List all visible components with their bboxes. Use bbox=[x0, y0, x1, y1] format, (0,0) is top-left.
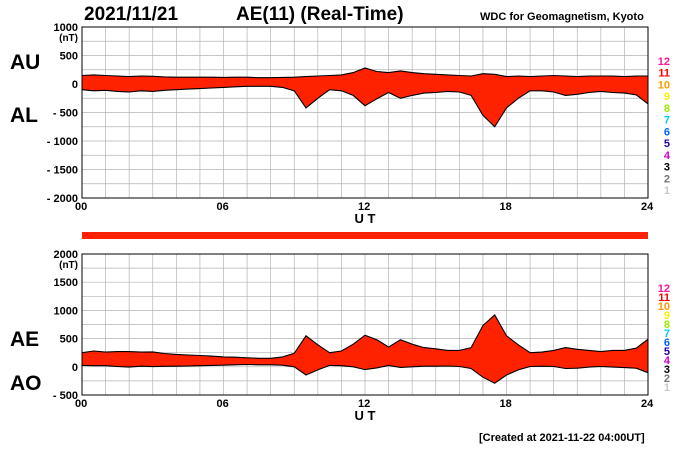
upper-y-tick-label: 1000 bbox=[54, 22, 78, 34]
upper-x-tick-label: 06 bbox=[217, 201, 229, 213]
series-line-al bbox=[81, 85, 649, 128]
station-count-label: 2 bbox=[664, 373, 670, 385]
lower-x-tick-label: 00 bbox=[75, 398, 87, 410]
lower-y-tick-label: 1000 bbox=[54, 305, 78, 317]
lower-x-tick-label: 06 bbox=[217, 398, 229, 410]
upper-plot-frame bbox=[81, 26, 649, 199]
station-count-label: 10 bbox=[658, 301, 670, 313]
upper-y-tick-label: - 1500 bbox=[47, 165, 78, 177]
upper-x-tick-label: 12 bbox=[358, 201, 370, 213]
upper-y-tick-label: - 500 bbox=[53, 108, 78, 120]
upper-y-tick-label: - 2000 bbox=[47, 193, 78, 205]
station-count-label: 12 bbox=[658, 283, 670, 295]
upper-x-axis-label: U T bbox=[355, 211, 376, 226]
station-count-label: 3 bbox=[664, 162, 670, 174]
station-count-label: 11 bbox=[658, 292, 670, 304]
index-title: AE(11) (Real-Time) bbox=[236, 4, 404, 25]
station-count-label: 11 bbox=[658, 68, 670, 80]
al-label: AL bbox=[10, 104, 38, 127]
lower-unit-label: (nT) bbox=[59, 260, 78, 271]
au-label: AU bbox=[10, 51, 41, 74]
created-timestamp: [Created at 2021-11-22 04:00UT] bbox=[479, 432, 645, 444]
data-availability-bar bbox=[82, 232, 648, 239]
lower-x-axis-label: U T bbox=[355, 408, 376, 423]
upper-x-tick-label: 18 bbox=[500, 201, 512, 213]
upper-x-tick-label: 24 bbox=[641, 201, 654, 213]
lower-x-tick-label: 24 bbox=[641, 398, 654, 410]
ao-label: AO bbox=[10, 372, 42, 395]
series-line-ae bbox=[81, 314, 649, 359]
lower-envelope-fill bbox=[82, 314, 648, 384]
lower-y-tick-label: 2000 bbox=[54, 249, 78, 261]
ae-label: AE bbox=[10, 328, 40, 351]
station-count-label: 10 bbox=[658, 79, 670, 91]
station-count-label: 4 bbox=[664, 355, 671, 367]
station-count-label: 6 bbox=[664, 126, 670, 138]
lower-y-tick-label: - 500 bbox=[53, 390, 78, 402]
station-count-label: 7 bbox=[664, 328, 670, 340]
station-count-label: 9 bbox=[664, 310, 670, 322]
lower-y-tick-label: 500 bbox=[60, 334, 78, 346]
station-count-label: 4 bbox=[664, 150, 671, 162]
station-count-label: 12 bbox=[658, 56, 670, 68]
credit-label: WDC for Geomagnetism, Kyoto bbox=[480, 11, 644, 23]
station-count-label: 5 bbox=[664, 138, 670, 150]
upper-x-tick-label: 00 bbox=[75, 201, 87, 213]
station-count-label: 5 bbox=[664, 346, 670, 358]
lower-y-tick-label: 0 bbox=[72, 362, 78, 374]
station-count-label: 8 bbox=[664, 103, 670, 115]
upper-envelope-fill bbox=[82, 68, 648, 127]
station-count-label: 6 bbox=[664, 337, 670, 349]
station-count-label: 3 bbox=[664, 364, 670, 376]
station-count-label: 9 bbox=[664, 91, 670, 103]
series-line-au bbox=[81, 67, 648, 79]
station-count-label: 1 bbox=[664, 185, 670, 197]
upper-y-tick-label: - 1000 bbox=[47, 136, 78, 148]
station-count-label: 7 bbox=[664, 115, 670, 127]
upper-unit-label: (nT) bbox=[59, 33, 78, 44]
station-count-label: 2 bbox=[664, 173, 670, 185]
lower-y-tick-label: 1500 bbox=[54, 277, 78, 289]
lower-plot-frame bbox=[81, 253, 649, 396]
station-count-label: 8 bbox=[664, 319, 670, 331]
date-title: 2021/11/21 bbox=[84, 4, 179, 25]
upper-y-tick-label: 0 bbox=[72, 79, 78, 91]
series-line-ao bbox=[81, 363, 649, 384]
lower-x-tick-label: 18 bbox=[500, 398, 512, 410]
upper-y-tick-label: 500 bbox=[60, 51, 78, 63]
station-count-label: 1 bbox=[664, 382, 670, 394]
lower-x-tick-label: 12 bbox=[358, 398, 370, 410]
